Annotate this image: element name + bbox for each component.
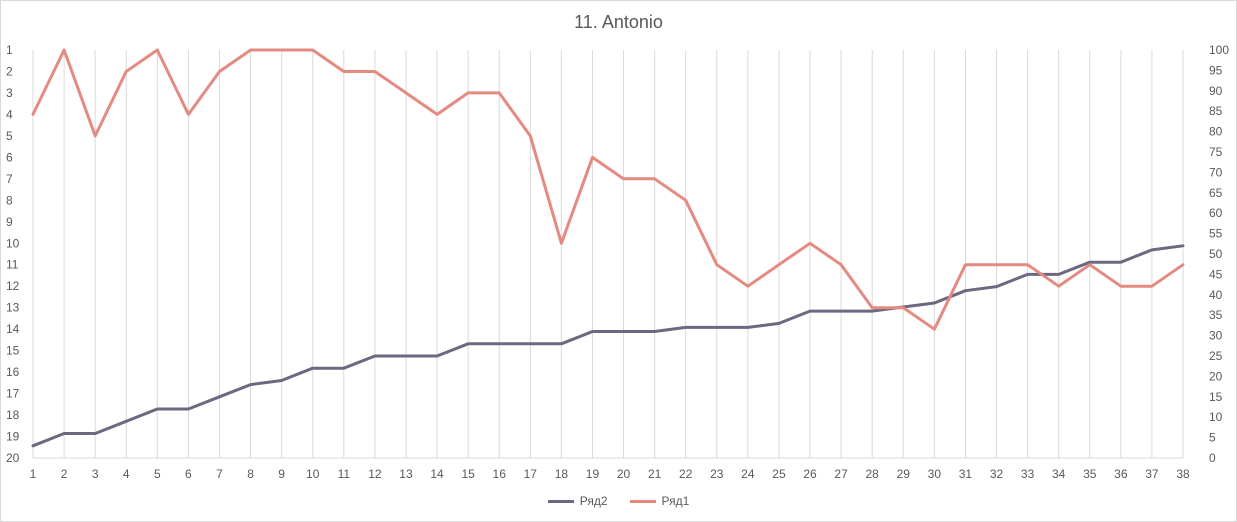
x-tick-label: 12 bbox=[368, 467, 382, 481]
x-tick-label: 11 bbox=[338, 467, 351, 481]
y-left-tick-label: 2 bbox=[6, 64, 13, 78]
y-left-tick-label: 6 bbox=[6, 150, 13, 164]
y-right-tick-label: 20 bbox=[1209, 369, 1223, 383]
y-right-tick-label: 75 bbox=[1209, 145, 1223, 159]
y-left-tick-label: 5 bbox=[6, 129, 13, 143]
chart-title: 11. Antonio bbox=[574, 12, 663, 32]
x-tick-label: 27 bbox=[834, 467, 848, 481]
y-left-tick-label: 14 bbox=[6, 322, 20, 336]
x-tick-label: 10 bbox=[306, 467, 320, 481]
x-tick-label: 28 bbox=[866, 467, 880, 481]
y-left-tick-label: 7 bbox=[6, 172, 13, 186]
x-tick-label: 18 bbox=[555, 467, 569, 481]
x-tick-label: 37 bbox=[1145, 467, 1159, 481]
y-right-tick-label: 45 bbox=[1209, 267, 1223, 281]
y-right-tick-label: 65 bbox=[1209, 186, 1223, 200]
y-right-tick-label: 80 bbox=[1209, 125, 1223, 139]
y-right-tick-label: 85 bbox=[1209, 104, 1223, 118]
x-tick-label: 20 bbox=[617, 467, 631, 481]
x-tick-label: 17 bbox=[524, 467, 538, 481]
x-tick-label: 32 bbox=[990, 467, 1004, 481]
x-tick-label: 6 bbox=[185, 467, 192, 481]
y-right-tick-label: 10 bbox=[1209, 410, 1223, 424]
y-right-tick-label: 50 bbox=[1209, 247, 1223, 261]
series-line-series2 bbox=[31, 244, 1185, 448]
y-right-tick-label: 30 bbox=[1209, 329, 1223, 343]
x-tick-label: 9 bbox=[278, 467, 285, 481]
x-tick-label: 7 bbox=[216, 467, 223, 481]
y-right-tick-label: 70 bbox=[1209, 165, 1223, 179]
x-tick-label: 34 bbox=[1052, 467, 1066, 481]
y-right-tick-label: 60 bbox=[1209, 206, 1223, 220]
x-tick-label: 3 bbox=[92, 467, 99, 481]
x-tick-label: 25 bbox=[772, 467, 786, 481]
x-tick-label: 38 bbox=[1176, 467, 1190, 481]
y-right-tick-label: 90 bbox=[1209, 84, 1223, 98]
legend-swatch-series1 bbox=[629, 499, 656, 503]
x-tick-label: 16 bbox=[493, 467, 507, 481]
x-tick-label: 33 bbox=[1021, 467, 1035, 481]
y-right-tick-label: 95 bbox=[1209, 63, 1223, 77]
x-tick-label: 2 bbox=[61, 467, 68, 481]
x-tick-label: 36 bbox=[1114, 467, 1128, 481]
legend-item-series1: Ряд1 bbox=[629, 494, 690, 508]
legend-swatch-series2 bbox=[547, 499, 574, 503]
x-tick-label: 29 bbox=[897, 467, 911, 481]
y-left-tick-label: 20 bbox=[6, 451, 20, 465]
series-line-series1 bbox=[31, 48, 1185, 331]
x-tick-label: 23 bbox=[710, 467, 724, 481]
x-tick-label: 24 bbox=[741, 467, 755, 481]
y-left-tick-label: 8 bbox=[6, 193, 13, 207]
y-left-tick-label: 1 bbox=[6, 43, 13, 57]
y-right-tick-label: 40 bbox=[1209, 288, 1223, 302]
y-left-tick-label: 17 bbox=[6, 387, 20, 401]
x-tick-label: 14 bbox=[430, 467, 444, 481]
x-tick-label: 30 bbox=[928, 467, 942, 481]
x-tick-label: 8 bbox=[247, 467, 254, 481]
y-left-tick-label: 12 bbox=[6, 279, 20, 293]
x-tick-label: 22 bbox=[679, 467, 693, 481]
legend: Ряд2 Ряд1 bbox=[0, 494, 1237, 508]
legend-label-series1: Ряд1 bbox=[661, 494, 690, 508]
y-right-tick-label: 25 bbox=[1209, 349, 1223, 363]
y-left-tick-label: 4 bbox=[6, 107, 13, 121]
y-left-tick-label: 13 bbox=[6, 301, 20, 315]
legend-label-series2: Ряд2 bbox=[579, 494, 608, 508]
y-right-tick-label: 100 bbox=[1209, 43, 1229, 57]
y-right-tick-label: 0 bbox=[1209, 451, 1216, 465]
y-right-tick-label: 15 bbox=[1209, 390, 1223, 404]
x-tick-label: 35 bbox=[1083, 467, 1097, 481]
y-left-tick-label: 16 bbox=[6, 365, 20, 379]
x-tick-label: 15 bbox=[461, 467, 475, 481]
y-left-tick-label: 11 bbox=[6, 258, 19, 272]
y-left-tick-label: 19 bbox=[6, 430, 20, 444]
y-left-tick-label: 9 bbox=[6, 215, 13, 229]
y-left-tick-label: 18 bbox=[6, 408, 20, 422]
x-tick-label: 1 bbox=[30, 467, 37, 481]
y-left-tick-label: 15 bbox=[6, 344, 20, 358]
y-right-tick-label: 5 bbox=[1209, 431, 1216, 445]
legend-item-series2: Ряд2 bbox=[547, 494, 608, 508]
y-right-tick-label: 55 bbox=[1209, 227, 1223, 241]
y-left-tick-label: 3 bbox=[6, 86, 13, 100]
x-tick-label: 31 bbox=[959, 467, 973, 481]
y-left-tick-label: 10 bbox=[6, 236, 20, 250]
x-tick-label: 21 bbox=[648, 467, 662, 481]
x-tick-label: 26 bbox=[803, 467, 817, 481]
x-tick-label: 4 bbox=[123, 467, 130, 481]
y-right-tick-label: 35 bbox=[1209, 308, 1223, 322]
x-tick-label: 5 bbox=[154, 467, 161, 481]
x-tick-label: 19 bbox=[586, 467, 600, 481]
x-tick-label: 13 bbox=[399, 467, 413, 481]
